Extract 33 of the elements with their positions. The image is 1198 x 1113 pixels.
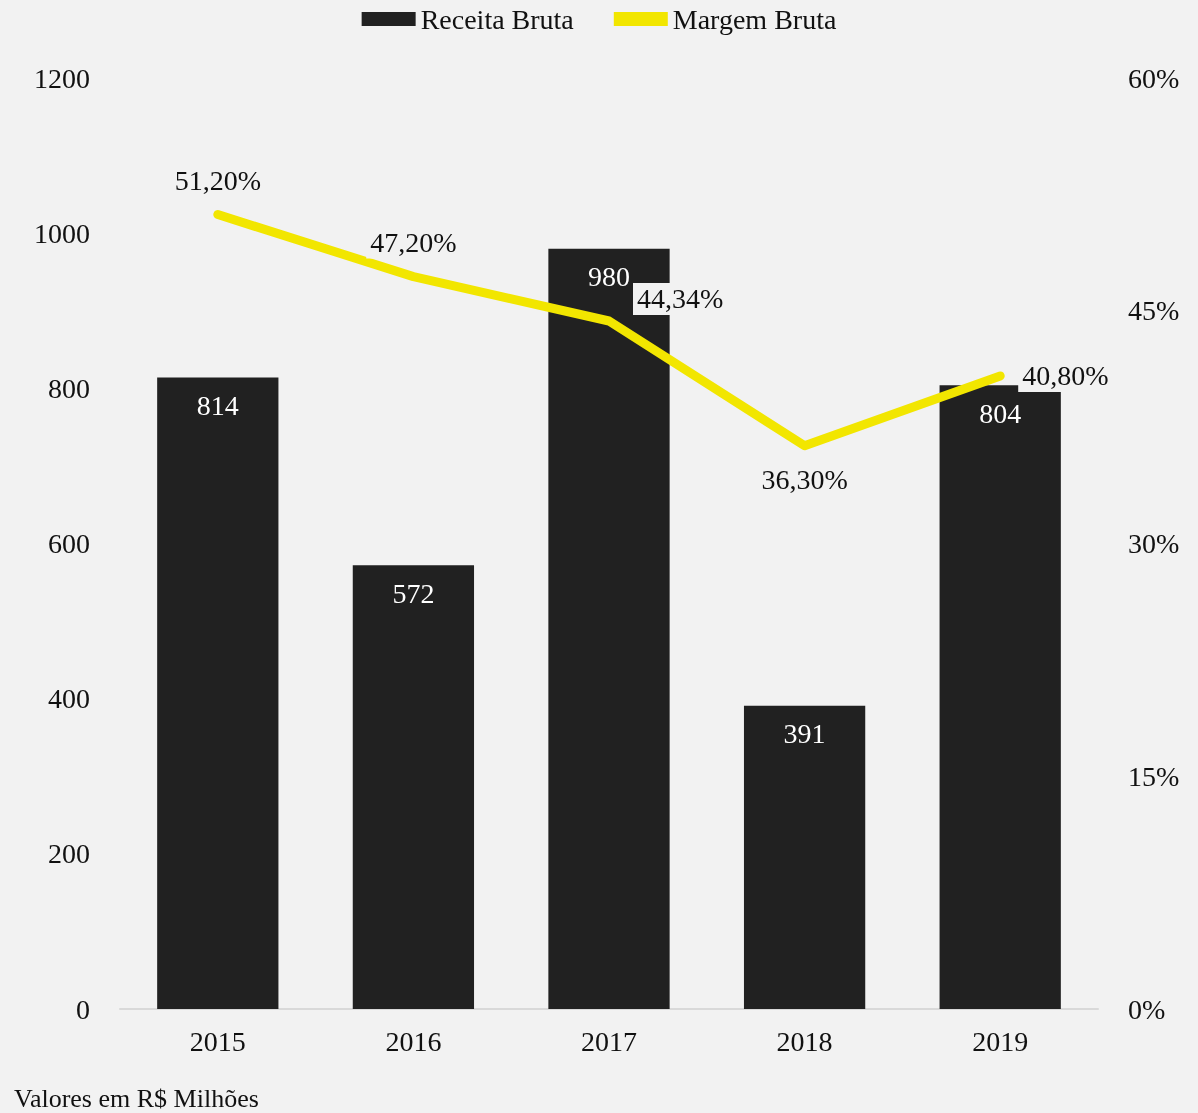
y-tick-label: 600	[48, 528, 90, 559]
legend-label: Margem Bruta	[672, 3, 837, 35]
data-label: 980	[588, 261, 630, 293]
y-tick-label: 0	[76, 993, 90, 1025]
y-tick-label: 200	[48, 838, 90, 870]
y-tick-label: 400	[48, 683, 90, 715]
bar	[743, 705, 866, 1009]
x-tick-label: 2016	[385, 1025, 442, 1057]
y2-tick-label: 60%	[1128, 62, 1180, 94]
y2-tick-label: 30%	[1128, 528, 1180, 559]
data-label: 804	[979, 397, 1022, 429]
data-label: 572	[392, 577, 435, 609]
data-label: 40,80%	[1022, 360, 1109, 392]
y2-tick-label: 15%	[1128, 760, 1180, 792]
data-label: 47,20%	[370, 227, 457, 259]
y-tick-label: 1000	[34, 217, 90, 249]
bar	[157, 377, 279, 1009]
data-label: 36,30%	[761, 464, 848, 496]
x-tick-label: 2018	[776, 1025, 833, 1057]
y2-tick-label: 0%	[1128, 993, 1166, 1025]
legend-label: Receita Bruta	[420, 3, 575, 35]
x-tick-label: 2017	[581, 1025, 637, 1057]
y-tick-label: 800	[48, 372, 90, 404]
data-label: 814	[196, 389, 239, 421]
data-label: 51,20%	[174, 165, 261, 197]
x-tick-label: 2015	[189, 1025, 246, 1057]
y-tick-label: 1200	[34, 62, 90, 94]
data-label: 391	[783, 718, 826, 750]
x-tick-label: 2019	[972, 1025, 1029, 1057]
text: Valores em R$ Milhões	[14, 1083, 259, 1113]
bar	[352, 565, 475, 1009]
data-label: 44,34%	[637, 283, 724, 315]
y2-tick-label: 45%	[1128, 295, 1180, 327]
